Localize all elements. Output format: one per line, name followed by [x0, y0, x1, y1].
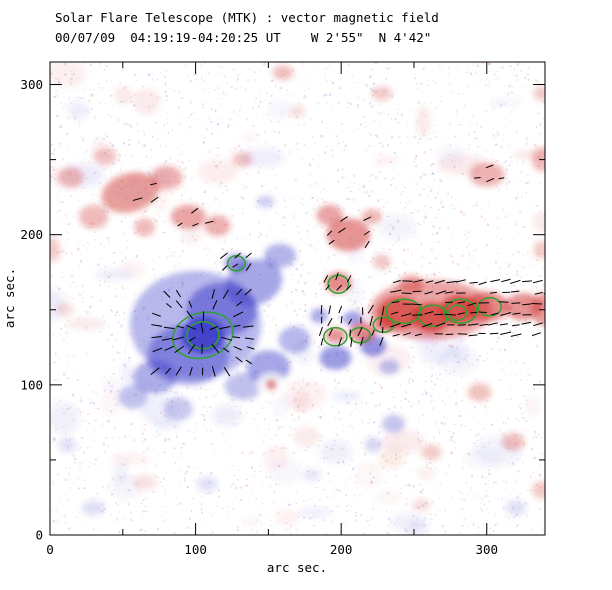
magnetic-field-regions-layer [37, 61, 565, 547]
figure-subtitle: 00/07/09 04:19:19-04:20:25 UT W 2'55" N … [55, 30, 431, 45]
y-axis-label: arc sec. [2, 268, 17, 328]
x-tick-label: 100 [184, 542, 207, 557]
y-tick-label: 100 [20, 377, 43, 392]
x-tick-label: 0 [46, 542, 54, 557]
x-axis-label: arc sec. [267, 560, 327, 575]
x-tick-label: 200 [330, 542, 353, 557]
y-tick-label: 200 [20, 227, 43, 242]
y-tick-label: 300 [20, 77, 43, 92]
x-tick-label: 300 [475, 542, 498, 557]
figure-title: Solar Flare Telescope (MTK) : vector mag… [55, 10, 439, 25]
y-tick-label: 0 [35, 528, 43, 543]
